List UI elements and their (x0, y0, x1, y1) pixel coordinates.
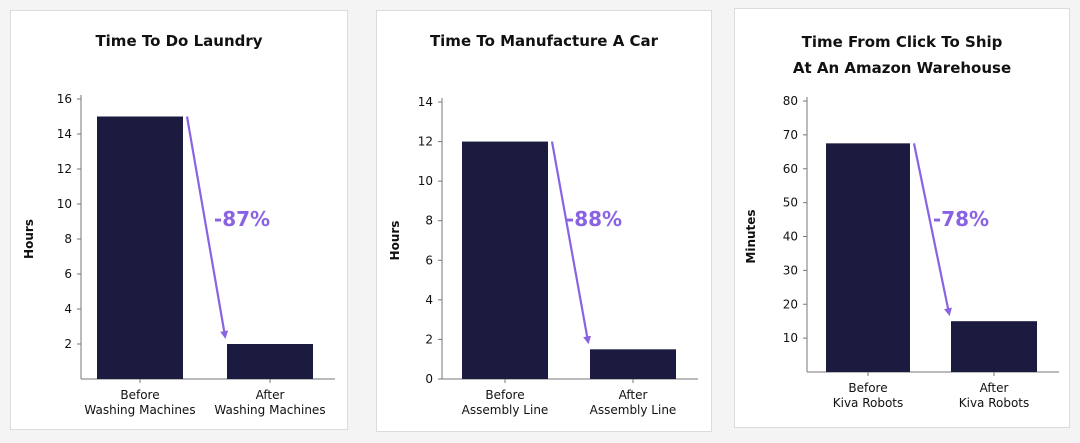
chart-title: Time From Click To Ship At An Amazon War… (792, 33, 1012, 77)
bar-before (97, 116, 183, 379)
y-tick-label: 6 (425, 253, 433, 267)
bar-after (951, 321, 1037, 372)
y-axis-label: Hours (22, 219, 36, 259)
y-tick-label: 12 (418, 135, 433, 149)
chart-svg: 10 20 30 40 50 60 70 80 Minutes Before Kiva Robots… (744, 94, 1059, 410)
x-tick-label: After Assembly Line (590, 388, 677, 417)
change-arrow (912, 143, 952, 317)
x-tick-label: Before Assembly Line (462, 388, 549, 417)
y-tick-label: 2 (425, 332, 433, 346)
y-tick-label: 60 (783, 162, 798, 176)
chart-svg: 2 4 6 8 10 12 14 16 Hours Before Washing Machines A… (22, 92, 335, 417)
y-axis-label: Minutes (744, 209, 758, 263)
y-tick-label: 14 (57, 127, 72, 141)
bar-before (826, 143, 910, 372)
change-annotation: -87% (214, 207, 270, 231)
y-axis-label: Hours (388, 221, 402, 261)
y-tick-label: 12 (57, 162, 72, 176)
y-tick-label: 4 (64, 302, 72, 316)
bar-before (462, 141, 548, 379)
change-arrow (550, 141, 592, 345)
chart-title: Time To Manufacture A Car (429, 32, 659, 50)
y-tick-label: 16 (57, 92, 72, 106)
chart-panel-amazon: Time From Click To Ship At An Amazon War… (734, 8, 1070, 428)
x-tick-label: Before Kiva Robots (833, 381, 904, 410)
y-tick-label: 4 (425, 293, 433, 307)
y-tick-label: 40 (783, 230, 798, 244)
x-tick-label: After Washing Machines (214, 388, 325, 417)
chart-svg: 0 2 4 6 8 10 12 14 Hours Before Assembly Line After… (388, 95, 698, 417)
change-annotation: -88% (566, 207, 622, 231)
y-tick-label: 0 (425, 372, 433, 386)
x-tick-label: Before Washing Machines (84, 388, 195, 417)
y-tick-label: 10 (418, 174, 433, 188)
chart-panel-car: Time To Manufacture A Car 0 2 4 6 8 10 12 14 Hou… (376, 10, 712, 432)
y-tick-label: 10 (783, 331, 798, 345)
y-tick-label: 8 (425, 214, 433, 228)
chart-title: Time To Do Laundry (95, 32, 263, 50)
y-tick-label: 70 (783, 128, 798, 142)
y-tick-label: 14 (418, 95, 433, 109)
y-tick-label: 80 (783, 94, 798, 108)
bar-after (227, 344, 313, 379)
chart-panel-laundry: Time To Do Laundry 2 4 6 8 10 12 14 16 Hours Befo… (10, 10, 348, 430)
bar-after (590, 349, 676, 379)
change-annotation: -78% (933, 207, 989, 231)
y-tick-label: 20 (783, 297, 798, 311)
y-tick-label: 2 (64, 337, 72, 351)
y-tick-label: 8 (64, 232, 72, 246)
y-tick-label: 50 (783, 196, 798, 210)
y-tick-label: 30 (783, 263, 798, 277)
y-tick-label: 6 (64, 267, 72, 281)
y-tick-label: 10 (57, 197, 72, 211)
change-arrow (185, 116, 229, 339)
x-tick-label: After Kiva Robots (959, 381, 1030, 410)
